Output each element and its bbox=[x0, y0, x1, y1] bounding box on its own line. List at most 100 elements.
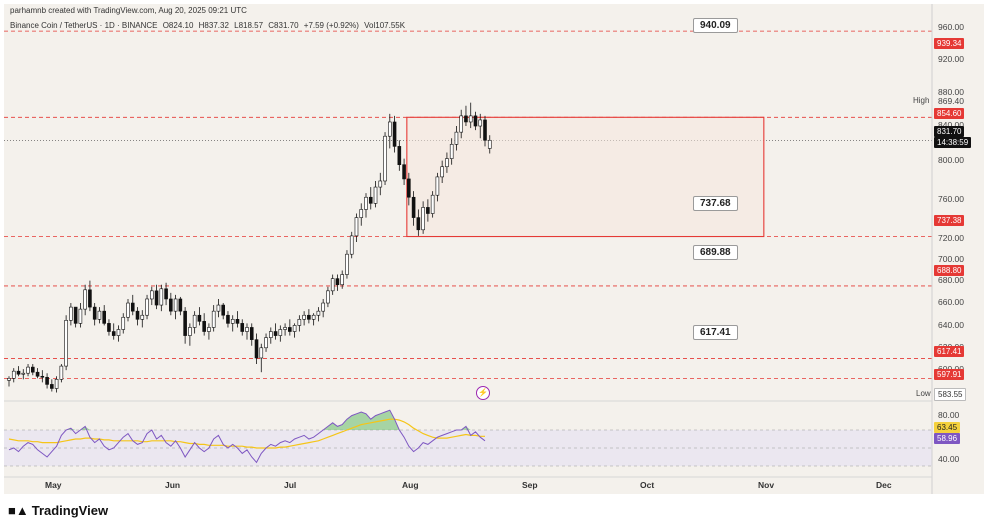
level-badge-939: 939.34 bbox=[934, 38, 965, 49]
candle-body bbox=[426, 207, 430, 214]
candle-body bbox=[116, 329, 121, 336]
candle-body bbox=[59, 365, 64, 380]
candle-body bbox=[221, 304, 225, 316]
candle-body bbox=[202, 321, 206, 332]
candle bbox=[111, 323, 116, 340]
level-note-689[interactable]: 689.88 bbox=[693, 245, 738, 260]
candle bbox=[135, 307, 140, 326]
range-box[interactable] bbox=[406, 116, 765, 238]
candle-body bbox=[69, 306, 73, 321]
chart-frame bbox=[4, 4, 984, 494]
candle-body bbox=[259, 347, 264, 359]
chart-header: parhamnb created with TradingView.com, A… bbox=[10, 6, 408, 30]
candle bbox=[126, 298, 130, 322]
candle bbox=[211, 305, 216, 332]
candle bbox=[297, 315, 302, 332]
candle bbox=[483, 115, 487, 147]
candle bbox=[245, 323, 249, 340]
candle bbox=[249, 323, 254, 346]
candle-body bbox=[150, 290, 154, 300]
candle-body bbox=[111, 331, 116, 336]
candle-body bbox=[254, 339, 259, 359]
candle bbox=[164, 282, 168, 306]
candle-body bbox=[483, 119, 487, 141]
candle-body bbox=[126, 302, 130, 318]
candle bbox=[26, 364, 30, 377]
candle bbox=[326, 286, 330, 308]
candle bbox=[268, 327, 273, 344]
price-tick: 840.00 bbox=[938, 120, 964, 130]
price-chart[interactable] bbox=[0, 0, 984, 500]
price-tick: 700.00 bbox=[938, 254, 964, 264]
candle bbox=[278, 325, 283, 342]
candle-body bbox=[178, 298, 183, 312]
candle-body bbox=[473, 115, 478, 127]
candle-body bbox=[235, 319, 240, 324]
candle-body bbox=[307, 314, 311, 320]
candle bbox=[30, 364, 35, 376]
candle bbox=[7, 376, 11, 387]
candle bbox=[421, 201, 425, 234]
candle bbox=[487, 135, 492, 154]
current-price-badge: 831.70 bbox=[934, 126, 965, 137]
candle bbox=[264, 333, 268, 352]
candle-body bbox=[468, 115, 473, 123]
candle bbox=[407, 172, 411, 206]
rsi-tick: 40.00 bbox=[938, 454, 960, 464]
candle bbox=[383, 132, 387, 186]
candle-body bbox=[207, 327, 211, 332]
ohlc-high: H837.32 bbox=[198, 21, 229, 30]
candle-body bbox=[183, 310, 187, 336]
candle bbox=[464, 105, 468, 127]
candle bbox=[354, 213, 359, 243]
candle-body bbox=[240, 323, 245, 332]
candle-body bbox=[387, 121, 392, 137]
price-tick: 800.00 bbox=[938, 155, 964, 165]
candle bbox=[435, 172, 440, 202]
candle bbox=[440, 160, 444, 184]
candle bbox=[140, 310, 145, 328]
candle bbox=[69, 303, 73, 326]
lightning-icon[interactable]: ⚡ bbox=[476, 386, 490, 400]
candle bbox=[349, 231, 354, 259]
candle-body bbox=[192, 314, 197, 328]
candle bbox=[311, 313, 316, 326]
price-tick: 640.00 bbox=[938, 320, 964, 330]
candle-body bbox=[11, 370, 16, 379]
candle bbox=[230, 315, 235, 332]
candle-body bbox=[16, 370, 21, 375]
tradingview-mark-icon: ■▲ bbox=[8, 503, 29, 518]
candle-body bbox=[302, 314, 306, 320]
candle bbox=[107, 319, 111, 336]
ohlc-change: +7.59 (+0.92%) bbox=[303, 21, 359, 30]
candle-body bbox=[292, 325, 297, 332]
candle-body bbox=[26, 366, 30, 374]
level-note-940[interactable]: 940.09 bbox=[693, 18, 738, 33]
candle bbox=[397, 140, 402, 171]
ohlc-low: L818.57 bbox=[234, 21, 264, 30]
candle bbox=[188, 323, 192, 346]
candle bbox=[173, 294, 178, 320]
candle-body bbox=[7, 378, 11, 381]
candle bbox=[473, 111, 478, 131]
candle-body bbox=[159, 288, 164, 306]
candle-body bbox=[64, 320, 68, 367]
candle bbox=[130, 294, 135, 316]
level-note-617[interactable]: 617.41 bbox=[693, 325, 738, 340]
candle bbox=[45, 373, 49, 389]
candle bbox=[21, 369, 26, 380]
price-tick: 960.00 bbox=[938, 22, 964, 32]
time-tick: Jun bbox=[165, 480, 181, 490]
level-note-737[interactable]: 737.68 bbox=[693, 196, 738, 211]
price-tick: 680.00 bbox=[938, 275, 964, 285]
candle bbox=[302, 311, 306, 326]
level-badge-854: 854.60 bbox=[934, 108, 965, 119]
candle-body bbox=[340, 274, 345, 286]
price-tick: 880.00 bbox=[938, 87, 964, 97]
price-tick: 920.00 bbox=[938, 54, 964, 64]
candle bbox=[449, 138, 454, 165]
candle-body bbox=[197, 314, 202, 322]
price-tick: 760.00 bbox=[938, 194, 964, 204]
candle-body bbox=[226, 314, 230, 324]
candle-body bbox=[278, 329, 283, 336]
